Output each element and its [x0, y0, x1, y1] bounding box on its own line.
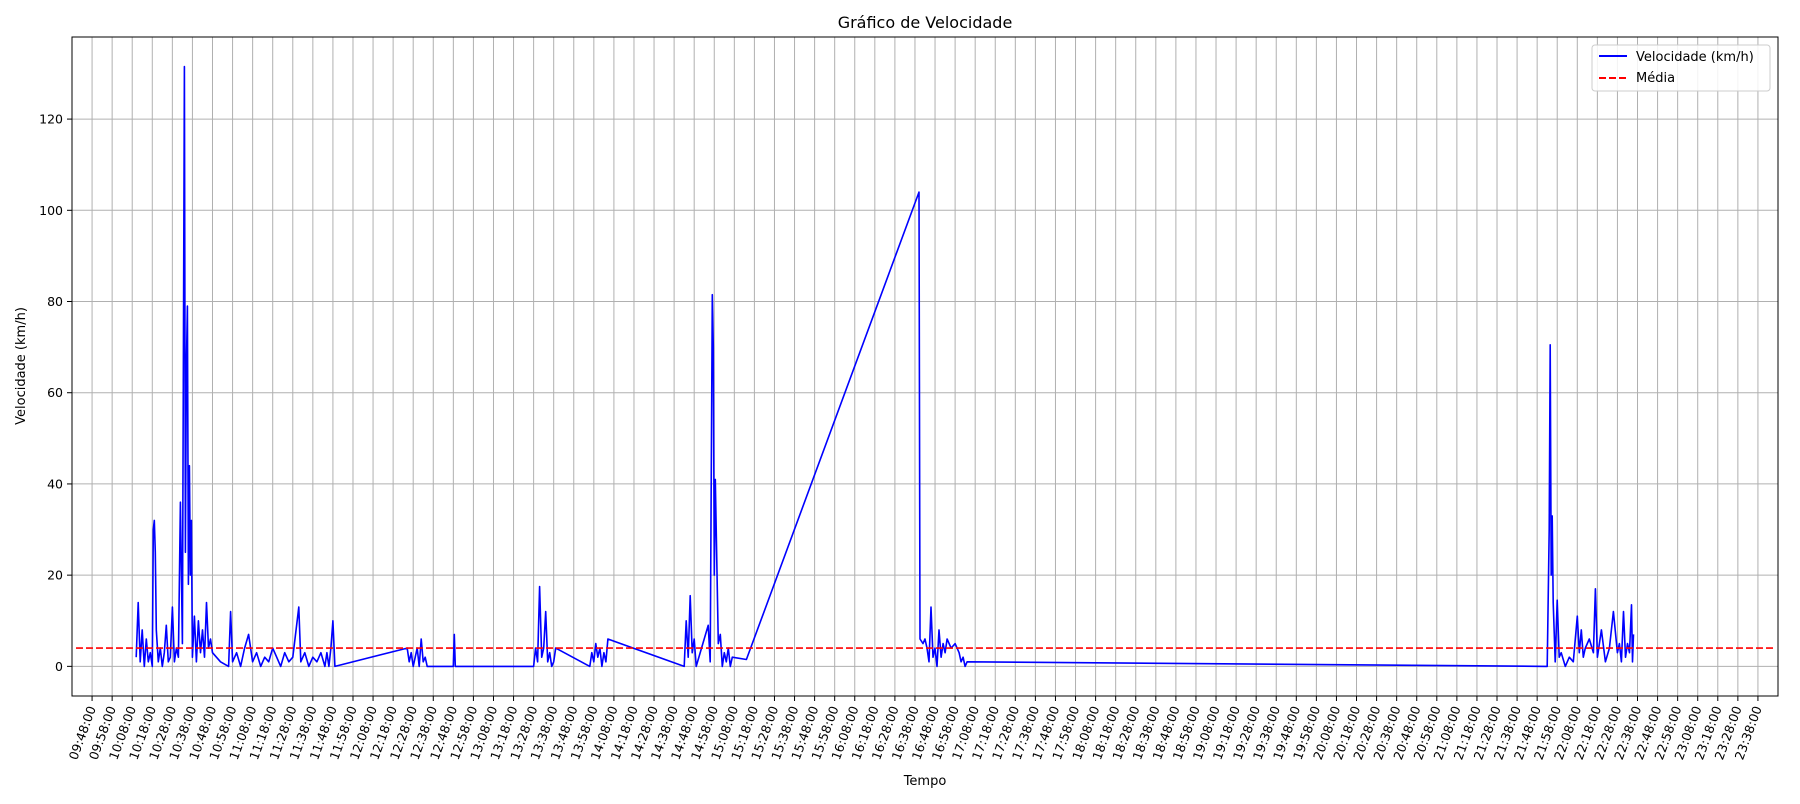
y-tick-label: 80	[47, 294, 63, 309]
legend-label-average: Média	[1636, 71, 1675, 86]
chart-title: Gráfico de Velocidade	[838, 13, 1013, 32]
y-tick-label: 60	[47, 385, 63, 400]
y-tick-label: 40	[47, 476, 63, 491]
y-tick-label: 0	[55, 659, 63, 674]
y-tick-label: 100	[39, 203, 63, 218]
legend-label-speed: Velocidade (km/h)	[1636, 50, 1754, 65]
x-axis-label: Tempo	[903, 774, 947, 789]
y-axis-label: Velocidade (km/h)	[14, 307, 29, 425]
speed-series-line	[135, 65, 1635, 668]
legend: Velocidade (km/h) Média	[1591, 44, 1771, 92]
series-layer	[76, 65, 1776, 668]
y-axis: 0 20 40 60 80 100 120	[39, 112, 72, 674]
plot-frame	[71, 36, 1779, 697]
y-tick-label: 120	[39, 112, 63, 127]
legend-box	[1591, 44, 1771, 92]
x-axis: 09:48:0009:58:0010:08:0010:18:0010:28:00…	[66, 696, 1765, 762]
grid-layer	[72, 37, 1778, 696]
y-tick-label: 20	[47, 568, 63, 583]
